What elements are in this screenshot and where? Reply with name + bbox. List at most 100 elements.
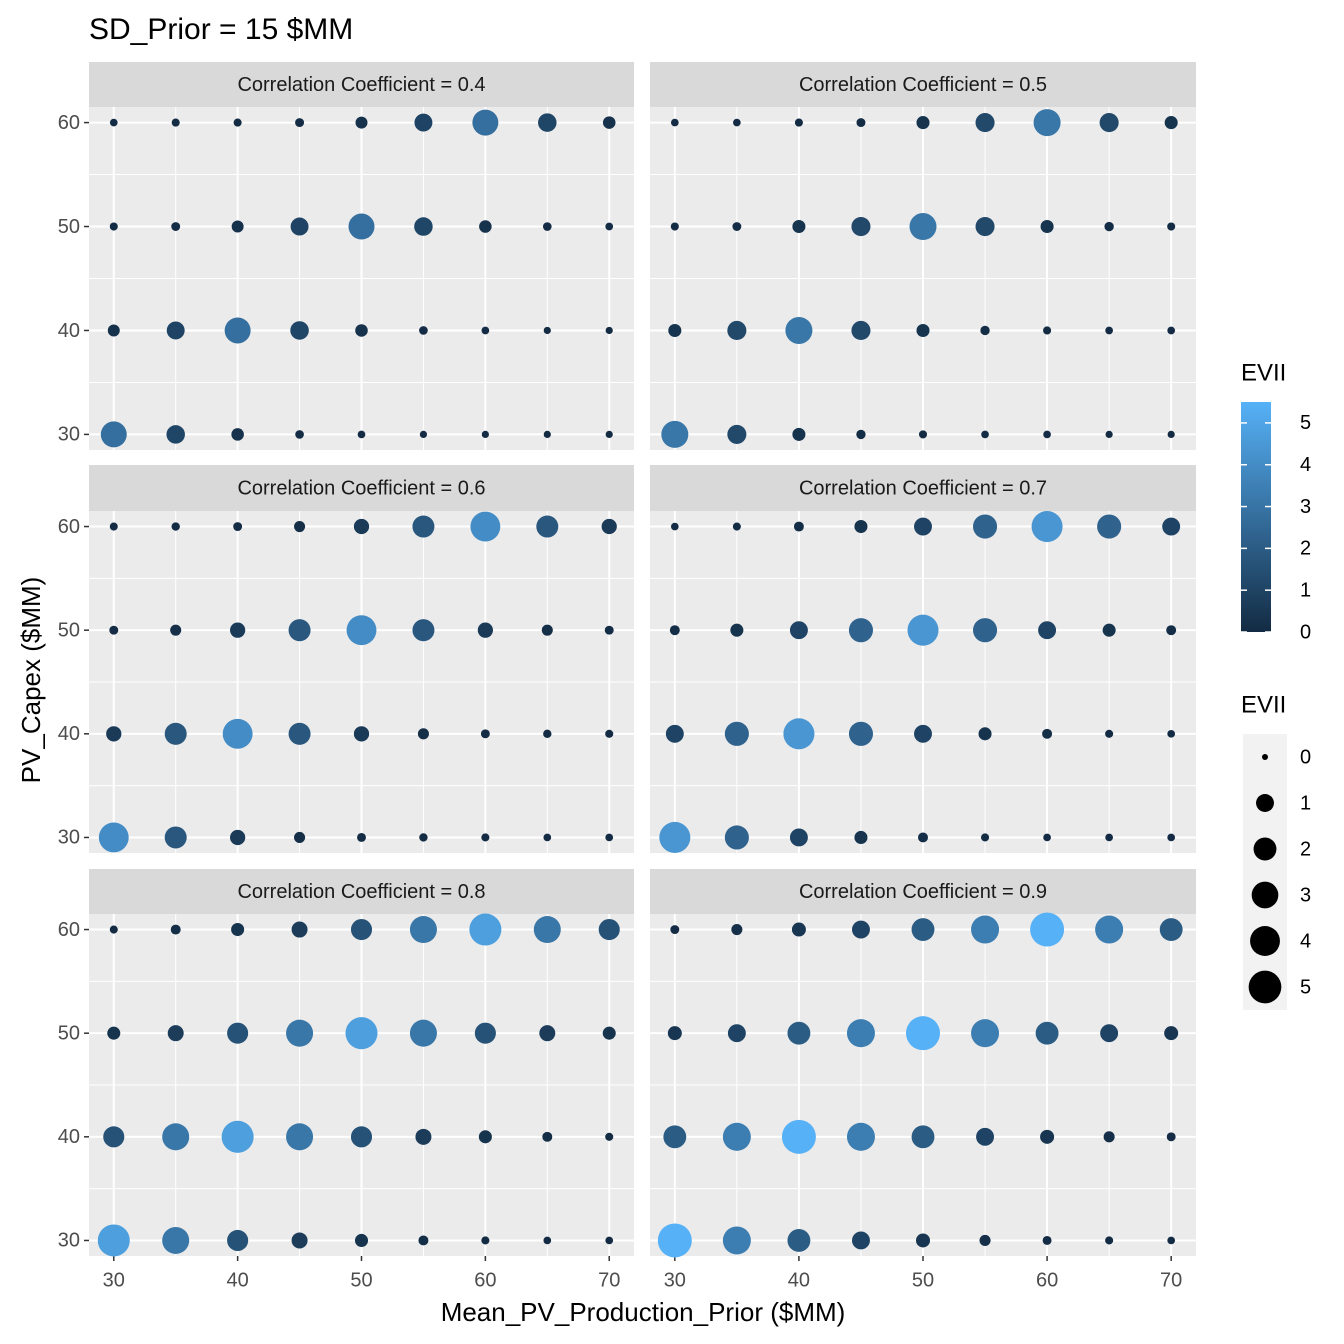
point (670, 222, 679, 231)
point (1164, 116, 1178, 130)
x-tick-label: 70 (1160, 1269, 1182, 1291)
point (1164, 1026, 1179, 1041)
point (106, 726, 122, 742)
colorbar-label: 0 (1300, 621, 1311, 643)
point (231, 220, 244, 233)
strip (89, 465, 634, 511)
point (724, 721, 749, 746)
point (164, 722, 187, 745)
point (1043, 833, 1051, 842)
legend-title: EVII (1241, 359, 1286, 386)
point (412, 515, 435, 538)
point (288, 619, 311, 642)
y-tick-label: 30 (58, 424, 80, 446)
point (604, 625, 614, 635)
point (1166, 625, 1177, 636)
point (911, 1125, 935, 1149)
point (789, 621, 808, 640)
point (286, 1123, 314, 1151)
point (417, 728, 429, 740)
strip (650, 62, 1196, 107)
point (787, 1021, 811, 1045)
point (794, 118, 803, 127)
point (972, 514, 998, 539)
point (730, 623, 744, 637)
point (605, 222, 614, 231)
point (100, 421, 127, 448)
point (536, 515, 559, 538)
point (975, 216, 995, 237)
point (353, 726, 370, 742)
point (1162, 517, 1181, 536)
point (479, 220, 492, 233)
point (1031, 511, 1063, 543)
point (602, 1026, 616, 1040)
point (230, 622, 246, 638)
point (1103, 1131, 1115, 1143)
point (789, 828, 808, 847)
colorbar-label: 4 (1300, 454, 1311, 476)
point (409, 1019, 437, 1047)
point (670, 925, 680, 935)
point (1042, 728, 1053, 739)
point (846, 1122, 875, 1151)
point (668, 323, 682, 338)
x-tick-label: 30 (664, 1269, 686, 1291)
point (727, 320, 747, 341)
point (109, 925, 118, 934)
point (109, 222, 118, 231)
point (981, 430, 989, 439)
point (109, 625, 119, 635)
point (1167, 1236, 1176, 1245)
point (848, 618, 874, 643)
point (472, 109, 499, 136)
point (846, 1019, 875, 1048)
point (357, 832, 366, 842)
y-tick-label: 50 (58, 1022, 80, 1044)
point (171, 118, 180, 127)
x-tick-label: 30 (103, 1269, 125, 1291)
point (781, 1119, 816, 1154)
point (227, 1229, 249, 1252)
point (415, 1128, 432, 1145)
point (103, 1126, 125, 1148)
point (856, 429, 866, 440)
point (470, 511, 501, 542)
point (419, 430, 428, 439)
strip-label: Correlation Coefficient = 0.4 (237, 74, 485, 96)
colorbar-label: 1 (1300, 579, 1311, 601)
point (978, 727, 992, 741)
point (170, 924, 181, 935)
legend-label: 2 (1300, 838, 1311, 860)
point (1105, 430, 1113, 439)
point (286, 1019, 314, 1047)
point (291, 1232, 308, 1249)
legend-point (1248, 970, 1282, 1004)
point (1159, 918, 1183, 941)
point (1167, 222, 1176, 231)
point (791, 922, 806, 937)
point (350, 1126, 373, 1148)
point (231, 428, 244, 441)
point (783, 718, 815, 750)
point (1105, 326, 1113, 335)
point (543, 1236, 552, 1245)
point (469, 913, 502, 946)
point (419, 833, 428, 842)
point (1040, 219, 1054, 234)
point (1104, 221, 1114, 232)
point (233, 118, 242, 127)
y-tick-label: 30 (58, 827, 80, 849)
point (980, 325, 990, 336)
point (162, 1226, 190, 1254)
point (670, 522, 679, 531)
colorbar-label: 5 (1300, 412, 1311, 434)
point (971, 1019, 1000, 1048)
point (171, 522, 180, 531)
point (602, 116, 616, 129)
point (481, 430, 489, 439)
point (542, 222, 552, 231)
x-axis-label: Mean_PV_Production_Prior ($MM) (441, 1297, 846, 1327)
point (170, 624, 182, 636)
y-tick-label: 50 (58, 216, 80, 238)
